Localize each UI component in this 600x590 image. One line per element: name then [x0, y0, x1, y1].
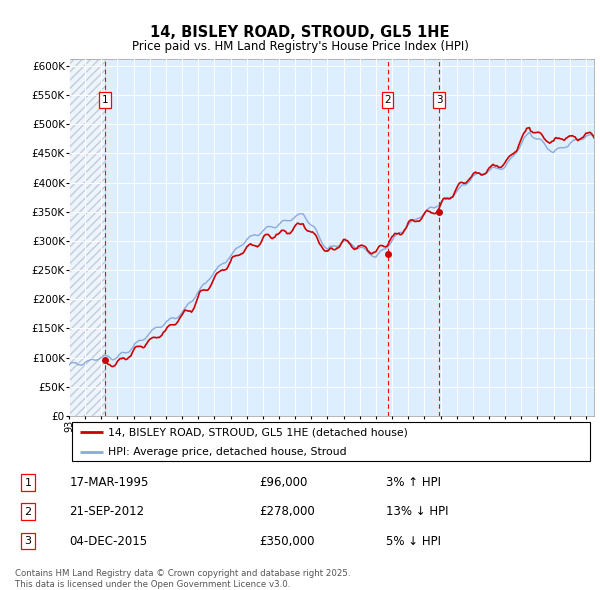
Text: 17-MAR-1995: 17-MAR-1995: [70, 476, 149, 489]
Text: 1: 1: [25, 477, 32, 487]
Text: HPI: Average price, detached house, Stroud: HPI: Average price, detached house, Stro…: [109, 447, 347, 457]
Text: £96,000: £96,000: [260, 476, 308, 489]
Text: Contains HM Land Registry data © Crown copyright and database right 2025.
This d: Contains HM Land Registry data © Crown c…: [15, 569, 350, 589]
Text: 3: 3: [436, 95, 443, 105]
Text: £278,000: £278,000: [260, 505, 316, 519]
Text: Price paid vs. HM Land Registry's House Price Index (HPI): Price paid vs. HM Land Registry's House …: [131, 40, 469, 53]
Text: 3% ↑ HPI: 3% ↑ HPI: [386, 476, 442, 489]
Text: 21-SEP-2012: 21-SEP-2012: [70, 505, 145, 519]
Text: 2: 2: [384, 95, 391, 105]
Text: 2: 2: [25, 507, 32, 517]
Text: 5% ↓ HPI: 5% ↓ HPI: [386, 535, 442, 548]
Bar: [69, 59, 104, 416]
Text: 14, BISLEY ROAD, STROUD, GL5 1HE: 14, BISLEY ROAD, STROUD, GL5 1HE: [150, 25, 450, 40]
Text: 04-DEC-2015: 04-DEC-2015: [70, 535, 148, 548]
Text: 14, BISLEY ROAD, STROUD, GL5 1HE (detached house): 14, BISLEY ROAD, STROUD, GL5 1HE (detach…: [109, 427, 408, 437]
FancyBboxPatch shape: [71, 422, 590, 461]
Text: 13% ↓ HPI: 13% ↓ HPI: [386, 505, 449, 519]
Text: 3: 3: [25, 536, 32, 546]
Text: 1: 1: [101, 95, 108, 105]
Text: £350,000: £350,000: [260, 535, 315, 548]
